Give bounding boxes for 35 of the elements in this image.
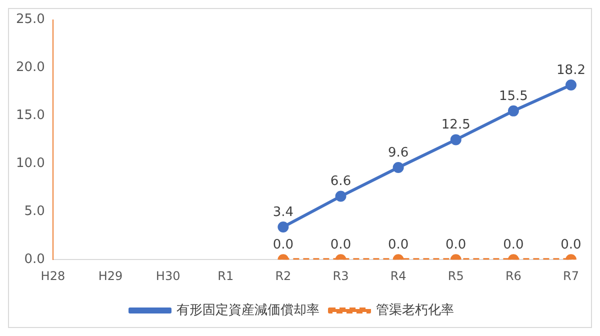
point	[392, 162, 404, 174]
x-tick-label: R3	[332, 268, 349, 283]
x-tick-label: R4	[390, 268, 406, 283]
x-tick-label: R5	[448, 268, 464, 283]
x-tick-label: R7	[563, 268, 579, 283]
y-tick-label: 25.0	[16, 12, 45, 28]
data-label: 6.6	[330, 174, 352, 190]
data-label: 18.2	[556, 62, 586, 78]
x-tick-label: R1	[218, 268, 234, 283]
y-tick-label: 0.0	[24, 252, 45, 267]
y-tick-label: 10.0	[16, 156, 45, 172]
y-tick-label: 15.0	[16, 108, 45, 124]
data-label: 0.0	[272, 237, 294, 252]
data-label: 0.0	[388, 237, 409, 252]
point	[450, 134, 462, 146]
x-tick-label: H28	[40, 268, 66, 283]
x-tick-label: H29	[98, 268, 123, 283]
data-label: 12.5	[441, 118, 470, 133]
x-tick-label: H30	[156, 268, 180, 283]
data-label: 0.0	[446, 237, 466, 252]
point	[508, 105, 519, 116]
data-label: 0.0	[560, 237, 582, 252]
data-label: 0.0	[330, 237, 352, 252]
point	[335, 190, 346, 202]
x-tick-label: R6	[505, 268, 522, 283]
point	[566, 80, 576, 91]
data-label: 15.5	[498, 88, 528, 104]
y-tick-label: 5.0	[24, 204, 45, 220]
data-label: 3.4	[272, 204, 294, 220]
data-label: 0.0	[503, 237, 524, 252]
legend-label: 管渠老朽化率	[376, 302, 454, 318]
legend-label: 有形固定資産減価償却率	[176, 302, 320, 318]
x-tick-label: R2	[275, 268, 292, 283]
y-tick-label: 20.0	[16, 60, 45, 76]
data-label: 9.6	[388, 145, 409, 160]
